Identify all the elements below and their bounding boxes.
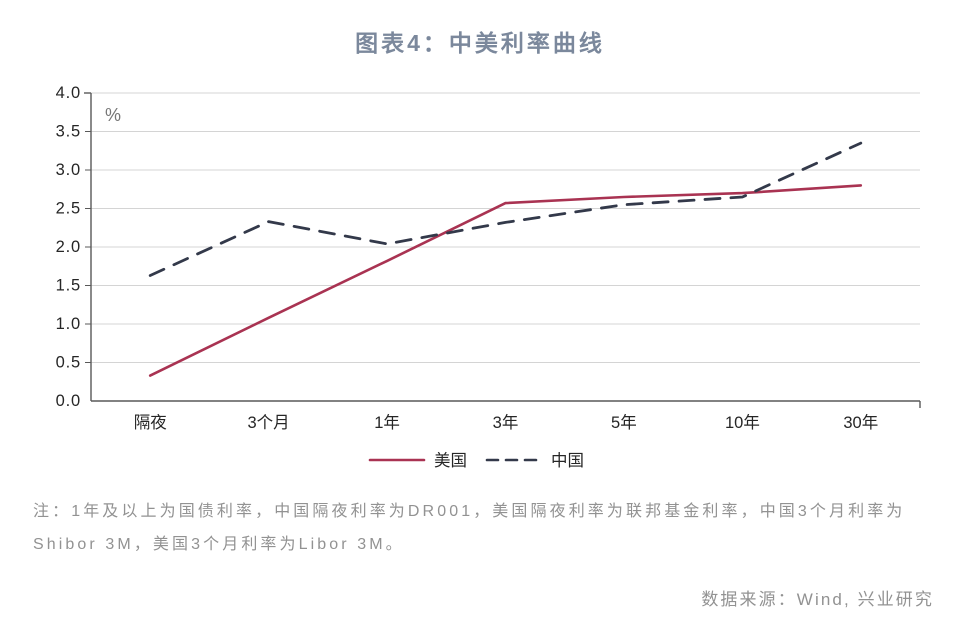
svg-text:隔夜: 隔夜 bbox=[134, 413, 167, 432]
svg-text:2.5: 2.5 bbox=[56, 200, 81, 218]
svg-text:中国: 中国 bbox=[551, 451, 584, 470]
svg-text:0.5: 0.5 bbox=[56, 354, 81, 372]
svg-text:3.0: 3.0 bbox=[56, 161, 81, 179]
svg-text:3年: 3年 bbox=[493, 413, 519, 432]
svg-text:0.0: 0.0 bbox=[56, 392, 81, 410]
svg-text:%: % bbox=[105, 105, 121, 125]
svg-text:2.0: 2.0 bbox=[56, 238, 81, 256]
svg-text:10年: 10年 bbox=[725, 413, 760, 432]
svg-text:1年: 1年 bbox=[374, 413, 400, 432]
svg-text:3个月: 3个月 bbox=[248, 413, 290, 432]
svg-text:1.0: 1.0 bbox=[56, 315, 81, 333]
svg-text:3.5: 3.5 bbox=[56, 123, 81, 141]
svg-text:美国: 美国 bbox=[434, 451, 467, 470]
svg-text:1.5: 1.5 bbox=[56, 277, 81, 295]
svg-text:30年: 30年 bbox=[843, 413, 878, 432]
svg-text:4.0: 4.0 bbox=[56, 84, 81, 102]
svg-text:5年: 5年 bbox=[611, 413, 637, 432]
